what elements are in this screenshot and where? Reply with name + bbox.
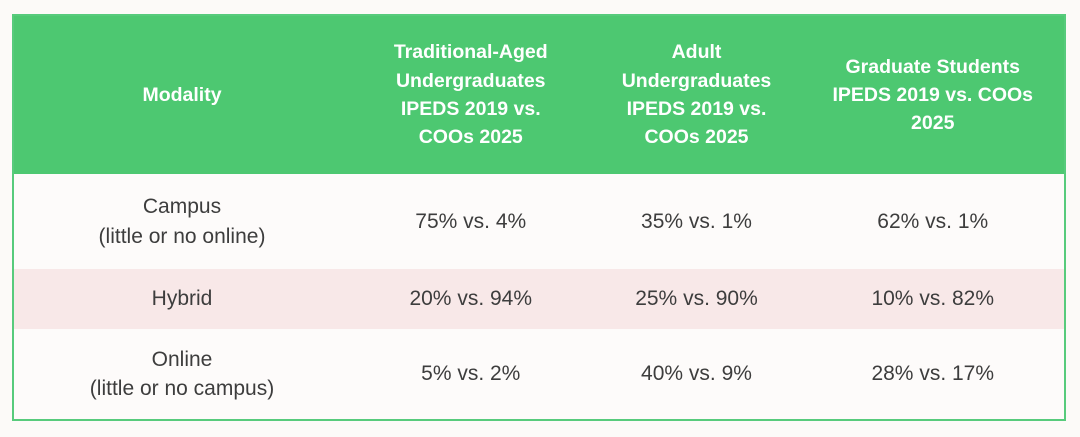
header-cell-graduate-students: Graduate Students IPEDS 2019 vs. COOs 20… <box>832 55 1034 135</box>
cell-campus-graduate: 62% vs. 1% <box>877 209 989 233</box>
cell-hybrid-graduate: 10% vs. 82% <box>871 287 995 311</box>
cell-online-graduate: 28% vs. 17% <box>871 362 995 386</box>
cell-online-modality: Online (little or no campus) <box>89 347 275 400</box>
modality-comparison-table: Modality Traditional-Aged Undergraduates… <box>12 14 1066 421</box>
table-row-campus: Campus (little or no online) 75% vs. 4% … <box>14 174 1064 269</box>
table-header-row: Modality Traditional-Aged Undergraduates… <box>14 16 1064 174</box>
table-row-hybrid: Hybrid 20% vs. 94% 25% vs. 90% 10% vs. 8… <box>14 269 1064 329</box>
cell-campus-traditional-aged: 75% vs. 4% <box>415 209 527 233</box>
cell-campus-adult: 35% vs. 1% <box>641 209 752 233</box>
cell-hybrid-adult: 25% vs. 90% <box>635 287 758 311</box>
cell-hybrid-traditional-aged: 20% vs. 94% <box>409 287 533 311</box>
cell-online-traditional-aged: 5% vs. 2% <box>421 362 521 386</box>
cell-campus-modality: Campus (little or no online) <box>98 195 266 248</box>
cell-hybrid-modality: Hybrid <box>151 287 213 311</box>
table-row-online: Online (little or no campus) 5% vs. 2% 4… <box>14 329 1064 419</box>
header-cell-modality: Modality <box>142 83 222 106</box>
header-cell-adult-undergraduates: Adult Undergraduates IPEDS 2019 vs. COOs… <box>621 41 772 149</box>
header-cell-traditional-aged-undergraduates: Traditional-Aged Undergraduates IPEDS 20… <box>393 41 548 149</box>
cell-online-adult: 40% vs. 9% <box>641 362 752 386</box>
